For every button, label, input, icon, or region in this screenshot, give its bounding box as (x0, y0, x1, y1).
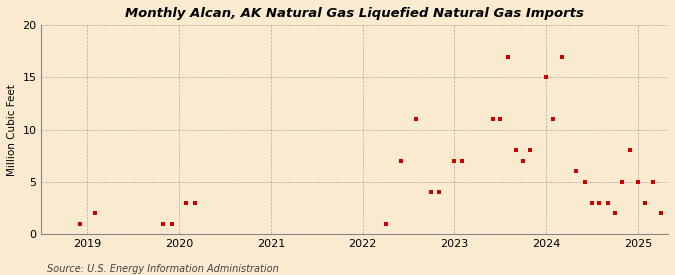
Point (510, 148, 521, 153)
Point (640, 200, 651, 205)
Point (502, 54, 513, 59)
Point (410, 117, 421, 121)
Point (487, 117, 498, 121)
Point (518, 159, 529, 163)
Point (541, 75, 551, 80)
Point (632, 180, 643, 184)
Point (610, 211, 620, 215)
Point (158, 221, 169, 226)
Point (166, 221, 177, 226)
Point (380, 221, 391, 226)
Point (449, 159, 460, 163)
Point (548, 117, 559, 121)
Point (433, 190, 444, 194)
Point (181, 200, 192, 205)
Point (189, 200, 200, 205)
Point (456, 159, 467, 163)
Point (556, 54, 567, 59)
Point (571, 169, 582, 174)
Point (89, 211, 100, 215)
Point (495, 117, 506, 121)
Point (594, 200, 605, 205)
Point (426, 190, 437, 194)
Point (655, 211, 666, 215)
Point (602, 200, 613, 205)
Y-axis label: Million Cubic Feet: Million Cubic Feet (7, 84, 17, 175)
Text: Source: U.S. Energy Information Administration: Source: U.S. Energy Information Administ… (47, 264, 279, 274)
Point (617, 180, 628, 184)
Point (75, 221, 86, 226)
Title: Monthly Alcan, AK Natural Gas Liquefied Natural Gas Imports: Monthly Alcan, AK Natural Gas Liquefied … (126, 7, 584, 20)
Point (579, 180, 590, 184)
Point (587, 200, 597, 205)
Point (525, 148, 536, 153)
Point (625, 148, 636, 153)
Point (396, 159, 406, 163)
Point (648, 180, 659, 184)
